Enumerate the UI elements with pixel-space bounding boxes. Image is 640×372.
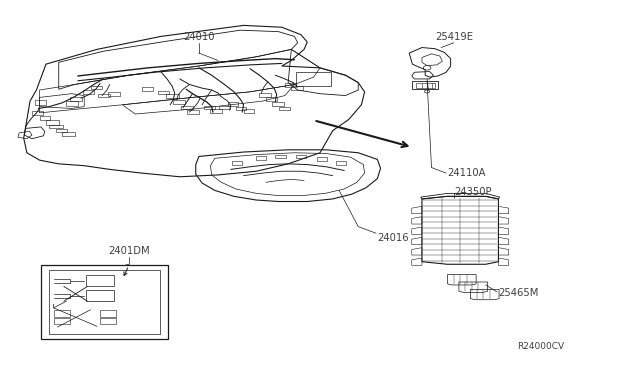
Bar	[41, 265, 168, 339]
Bar	[40, 116, 50, 119]
Bar	[228, 102, 238, 106]
Bar	[141, 87, 153, 91]
Bar	[62, 132, 75, 136]
Bar	[259, 93, 271, 97]
Bar	[275, 155, 285, 158]
Text: 24010: 24010	[183, 32, 214, 42]
Bar	[86, 290, 114, 301]
Bar	[317, 157, 327, 161]
Bar	[181, 106, 193, 109]
Bar	[46, 120, 59, 125]
Bar	[296, 71, 331, 86]
Bar	[232, 161, 243, 164]
Bar	[56, 129, 67, 132]
Text: 24110A: 24110A	[447, 168, 486, 178]
Bar	[285, 83, 296, 87]
Bar	[70, 97, 82, 101]
Bar	[244, 109, 253, 113]
Bar	[54, 318, 70, 324]
Bar	[266, 97, 277, 101]
Bar	[291, 86, 303, 90]
Bar	[49, 125, 63, 128]
Bar	[157, 91, 169, 94]
Bar	[296, 155, 306, 158]
Bar	[220, 106, 230, 109]
Bar	[108, 92, 120, 96]
Bar	[412, 81, 438, 89]
Text: 24350P: 24350P	[454, 187, 492, 197]
Bar	[256, 157, 266, 160]
Bar	[166, 94, 179, 98]
Bar	[67, 101, 78, 106]
Bar	[188, 110, 199, 113]
Text: 25465M: 25465M	[499, 288, 539, 298]
Bar	[336, 161, 346, 164]
Bar	[236, 107, 246, 110]
Text: 2401DM: 2401DM	[108, 246, 150, 256]
Bar	[54, 310, 70, 317]
Bar	[32, 111, 44, 115]
Bar	[91, 86, 102, 89]
Bar	[86, 275, 114, 286]
Bar	[278, 107, 290, 110]
Text: 25419E: 25419E	[435, 32, 473, 42]
Text: 24016: 24016	[378, 233, 409, 243]
Bar	[83, 90, 95, 94]
Bar	[272, 102, 284, 106]
Bar	[204, 106, 216, 109]
Bar	[211, 109, 222, 113]
Bar	[173, 100, 185, 104]
Bar	[415, 83, 435, 88]
Text: R24000CV: R24000CV	[518, 342, 564, 351]
Bar	[35, 100, 46, 105]
Bar	[99, 94, 109, 97]
Bar	[100, 318, 116, 324]
Bar	[49, 270, 160, 334]
Bar	[100, 310, 116, 317]
